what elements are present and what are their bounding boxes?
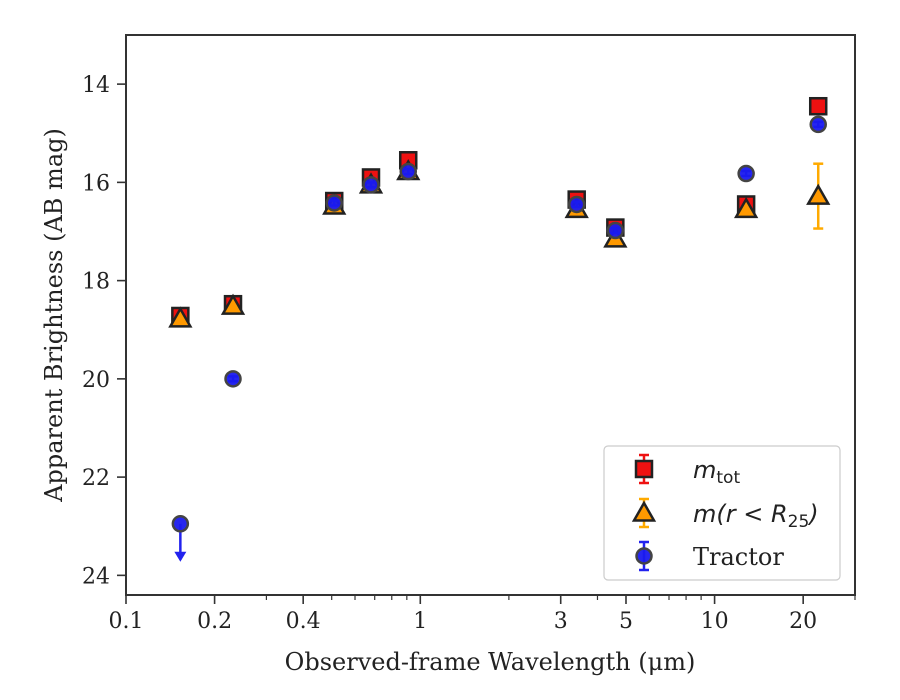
legend-label: mtot xyxy=(693,456,740,488)
x-tick-label: 0.2 xyxy=(197,609,232,634)
x-tick-label: 10 xyxy=(701,609,729,634)
data-point xyxy=(567,195,586,214)
data-point xyxy=(362,176,380,194)
legend-marker xyxy=(635,547,653,565)
legend-entry-1: m(r < R25) xyxy=(631,497,819,532)
x-tick-label: 0.4 xyxy=(286,609,321,634)
data-point xyxy=(806,183,831,205)
y-axis-label: Apparent Brightness (AB mag) xyxy=(40,128,68,503)
legend: mtot m(r < R25) Tractor xyxy=(603,445,841,581)
legend-frame xyxy=(603,445,841,581)
x-tick-label: 0.1 xyxy=(109,609,144,634)
data-point xyxy=(325,194,343,212)
series-2 xyxy=(171,115,827,562)
x-tick-label: 5 xyxy=(619,609,633,634)
y-tick-label: 24 xyxy=(82,564,110,589)
data-marks xyxy=(168,96,831,562)
y-tick-label: 20 xyxy=(82,368,110,393)
data-point xyxy=(399,162,417,181)
data-point xyxy=(737,164,755,183)
legend-entry-0: mtot xyxy=(634,453,740,488)
data-point xyxy=(606,221,625,240)
data-point xyxy=(809,115,827,134)
series-0 xyxy=(171,96,828,326)
y-tick-label: 16 xyxy=(82,171,110,196)
y-tick-label: 18 xyxy=(82,270,110,295)
legend-label: m(r < R25) xyxy=(693,500,819,532)
legend-label: Tractor xyxy=(693,543,784,571)
data-point xyxy=(171,515,190,533)
y-tick-label: 22 xyxy=(82,466,110,491)
legend-marker xyxy=(631,500,657,522)
data-point xyxy=(224,370,242,388)
x-tick-label: 20 xyxy=(789,609,817,634)
legend-entry-2: Tractor xyxy=(635,540,784,572)
plot-frame xyxy=(125,34,856,596)
upper-limit-arrowhead xyxy=(174,551,187,562)
y-tick-label: 14 xyxy=(82,73,110,98)
x-axis-label: Observed-frame Wavelength (μm) xyxy=(285,648,696,676)
plot-area xyxy=(125,34,856,596)
data-point xyxy=(168,306,193,328)
data-point xyxy=(220,293,246,315)
series-1 xyxy=(168,159,831,328)
axis-ticks: 0.1 0.2 0.4 1 3 5 10 20 14 16 18 20 22 24 xyxy=(82,73,856,634)
x-tick-label: 3 xyxy=(554,609,568,634)
x-tick-label: 1 xyxy=(413,609,427,634)
legend-marker xyxy=(634,459,654,479)
data-point xyxy=(808,96,828,116)
data-point xyxy=(733,196,759,219)
